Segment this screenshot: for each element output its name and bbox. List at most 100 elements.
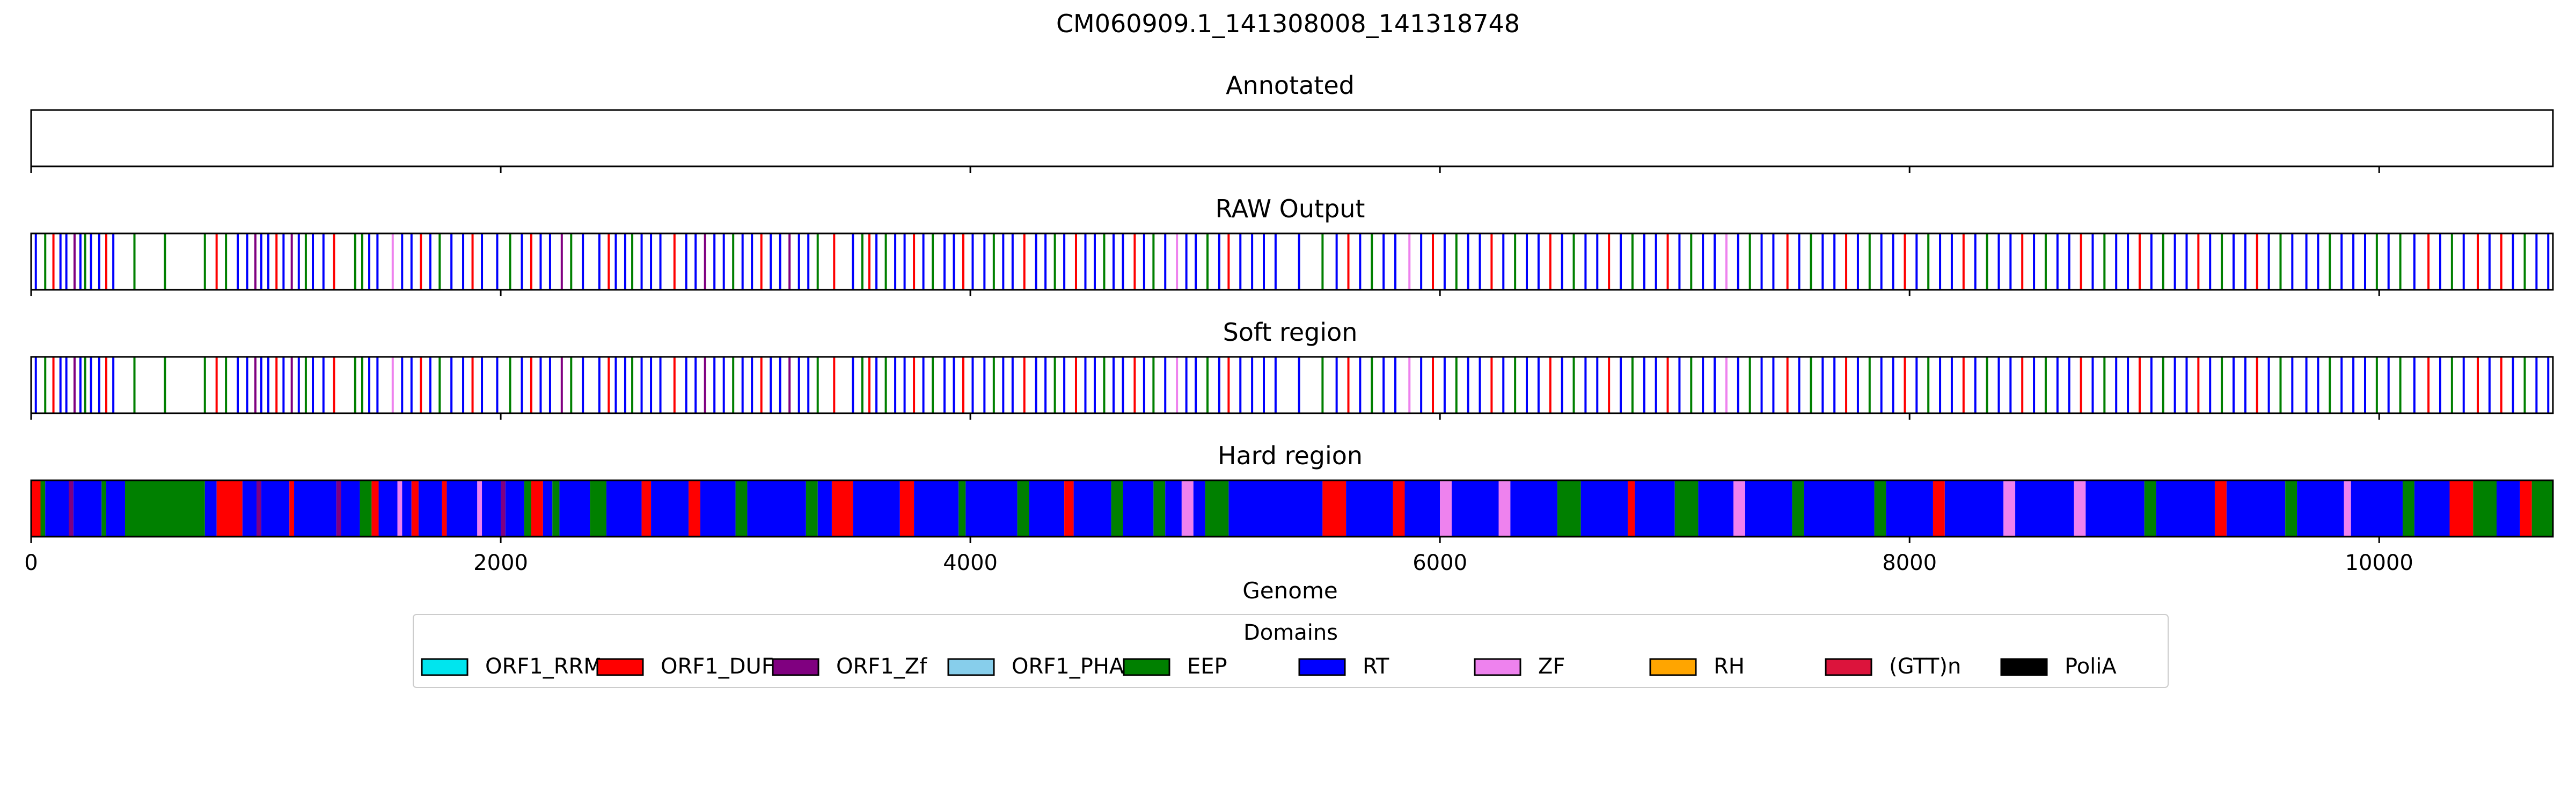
hard-region-domain-block: [360, 480, 372, 537]
hard-region-domain-block: [853, 480, 900, 537]
hard-region-domain-block: [543, 480, 553, 537]
legend-swatch: [2000, 658, 2048, 676]
hard-region-domain-block: [965, 480, 1018, 537]
hard-region-domain-block: [831, 480, 853, 537]
legend-label: RH: [1714, 654, 1745, 679]
panel-hard-region-track: [30, 479, 2554, 543]
hard-region-domain-block: [2144, 480, 2156, 537]
x-tick-label: 0: [24, 551, 38, 575]
hard-region-domain-block: [45, 480, 69, 537]
panel-title-annotated: Annotated: [1226, 71, 1355, 100]
hard-region-domain-block: [1510, 480, 1557, 537]
x-tick-label: 2000: [473, 551, 528, 575]
annotated-frame: [30, 109, 2554, 167]
panel-title-soft-region: Soft region: [1223, 318, 1358, 347]
hard-region-domain-block: [31, 480, 41, 537]
x-axis-ticks: 0 2000 4000 6000 8000 10000: [24, 551, 2413, 575]
hard-region-domain-block: [641, 480, 652, 537]
hard-region-domain-block: [1017, 480, 1029, 537]
hard-region-domain-block: [1193, 480, 1205, 537]
hard-region-domain-block: [2015, 480, 2074, 537]
legend-swatch: [772, 658, 819, 676]
legend-label: (GTT)n: [1889, 654, 1961, 679]
hard-region-domain-block: [2214, 480, 2227, 537]
panel-raw-output-track: [30, 232, 2554, 296]
legend-label: ORF1_RRM: [485, 654, 602, 679]
hard-region-domain-block: [531, 480, 543, 537]
hard-region-domain-block: [2226, 480, 2286, 537]
hard-region-domain-block: [336, 480, 341, 537]
hard-region-domain-block: [1804, 480, 1875, 537]
hard-region-domain-block: [651, 480, 689, 537]
hard-region-domain-block: [700, 480, 736, 537]
hard-region-domain-block: [257, 480, 261, 537]
hard-region-domain-block: [1498, 480, 1511, 537]
hard-region-domain-block: [482, 480, 501, 537]
hard-region-domain-block: [1874, 480, 1886, 537]
hard-region-domain-block: [2520, 480, 2532, 537]
hard-region-domain-block: [1635, 480, 1675, 537]
hard-region-domain-block: [294, 480, 336, 537]
legend-entries: ORF1_RRM ORF1_DUF ORF1_Zf ORF1_PHA EEP RT ZF RH…: [421, 654, 2117, 679]
x-tick-label: 8000: [1882, 551, 1937, 575]
hard-region-domain-block: [958, 480, 966, 537]
hard-region-domain-block: [1346, 480, 1393, 537]
hard-region-domain-block: [914, 480, 959, 537]
hard-region-domain-block: [125, 480, 205, 537]
x-axis-label: Genome: [1242, 577, 1337, 604]
hard-region-domain-block: [204, 480, 217, 537]
hard-region-domain-block: [1628, 480, 1635, 537]
legend-label: ZF: [1538, 654, 1565, 679]
hard-region-domain-block: [477, 480, 482, 537]
hard-region-domain-block: [1404, 480, 1440, 537]
hard-region-domain-block: [261, 480, 290, 537]
hard-region-domain-block: [1733, 480, 1745, 537]
hard-region-domain-block: [1944, 480, 2004, 537]
legend-label: PoliA: [2065, 654, 2117, 679]
hard-region-domain-block: [1933, 480, 1945, 537]
panel-title-raw-output: RAW Output: [1216, 194, 1365, 223]
hard-region-domain-block: [2074, 480, 2086, 537]
hard-region-domain-block: [2414, 480, 2450, 537]
legend-title: Domains: [1243, 620, 1338, 645]
hard-region-domain-block: [1792, 480, 1804, 537]
hard-region-domain-block: [747, 480, 806, 537]
hard-region-domain-block: [2003, 480, 2016, 537]
hard-region-domain-block: [1123, 480, 1154, 537]
hard-region-frame: [30, 479, 2554, 538]
hard-region-domain-block: [1228, 480, 1323, 537]
hard-region-domain-block: [1153, 480, 1166, 537]
legend-swatch: [1474, 658, 1521, 676]
legend-swatch: [1123, 658, 1170, 676]
hard-region-domain-block: [242, 480, 257, 537]
legend-label: ORF1_Zf: [836, 654, 927, 679]
hard-region-domain-block: [1557, 480, 1581, 537]
hard-region-domain-block: [2297, 480, 2344, 537]
raw-output-frame: [30, 232, 2554, 291]
hard-region-domain-block: [73, 480, 102, 537]
panel-annotated-track: [30, 109, 2554, 173]
hard-region-domain-block: [447, 480, 478, 537]
legend-label: RT: [1363, 654, 1389, 679]
hard-region-domain-block: [341, 480, 360, 537]
hard-region-domain-block: [2156, 480, 2215, 537]
hard-region-domain-block: [559, 480, 590, 537]
hard-region-domain-block: [1322, 480, 1346, 537]
soft-region-frame: [30, 356, 2554, 414]
hard-region-domain-block: [1886, 480, 1933, 537]
hard-region-domain-block: [1393, 480, 1405, 537]
hard-region-domain-block: [2351, 480, 2403, 537]
legend: Domains ORF1_RRM ORF1_DUF ORF1_Zf ORF1_PHA E…: [413, 614, 2169, 688]
hard-region-domain-block: [1452, 480, 1499, 537]
legend-label: ORF1_PHA: [1012, 654, 1124, 679]
hard-region-domain-block: [402, 480, 412, 537]
hard-region-domain-block: [397, 480, 402, 537]
hard-region-domain-block: [1181, 480, 1194, 537]
hard-region-domain-block: [411, 480, 419, 537]
hard-region-domain-block: [590, 480, 606, 537]
legend-swatch: [1825, 658, 1872, 676]
hard-region-domain-block: [1029, 480, 1065, 537]
legend-swatch: [947, 658, 995, 676]
hard-region-domain-block: [899, 480, 914, 537]
